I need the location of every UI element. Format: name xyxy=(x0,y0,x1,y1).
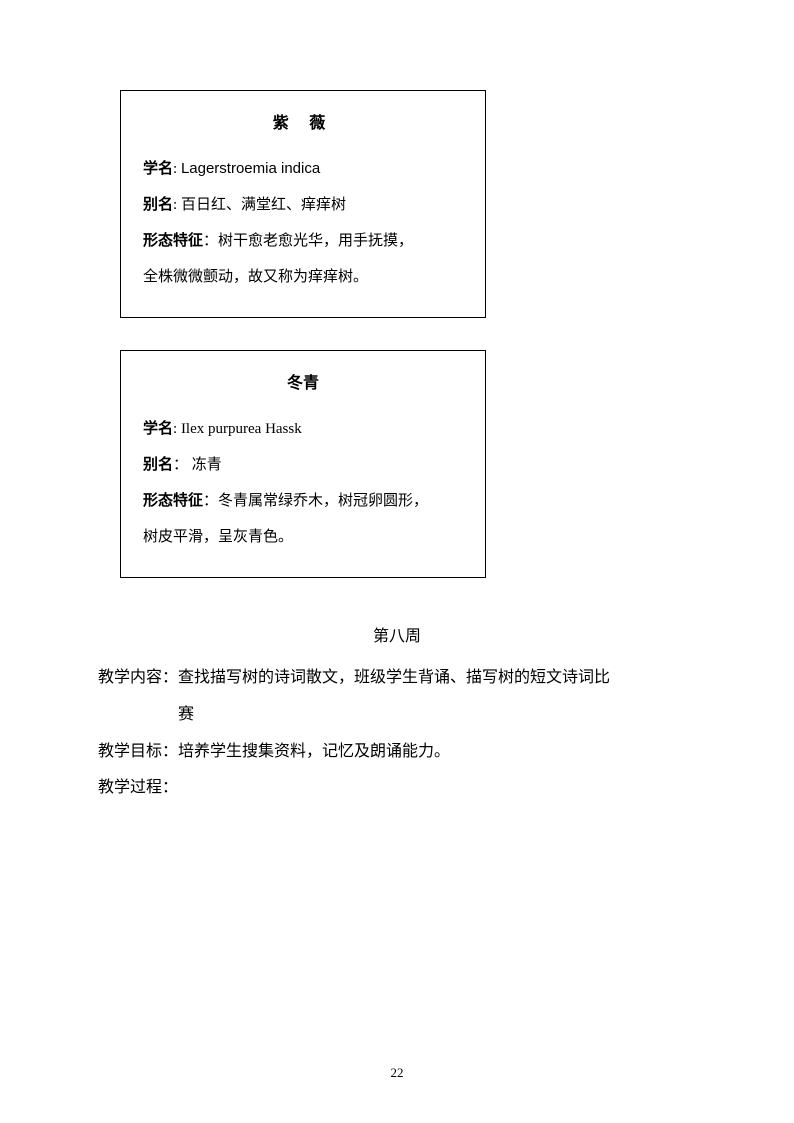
box2-morph-row2: 树皮平滑，呈灰青色。 xyxy=(143,519,463,555)
box1-morph-row2: 全株微微颤动，故又称为痒痒树。 xyxy=(143,259,463,295)
plant-info-box-1: 紫 薇 学名: Lagerstroemia indica 别名: 百日红、满堂红… xyxy=(120,90,486,318)
teaching-goal-value: 培养学生搜集资料，记忆及朗诵能力。 xyxy=(178,743,450,760)
plant-info-box-2: 冬青 学名: Ilex purpurea Hassk 别名： 冻青 形态特征：冬… xyxy=(120,350,486,578)
teaching-goal-label: 教学目标： xyxy=(98,743,178,760)
teaching-content-label: 教学内容： xyxy=(98,669,178,686)
teaching-content-row2: 赛 xyxy=(98,697,696,734)
box1-scientific-row: 学名: Lagerstroemia indica xyxy=(143,151,463,187)
box2-scientific-row: 学名: Ilex purpurea Hassk xyxy=(143,411,463,447)
box1-scientific-label: 学名 xyxy=(143,160,173,177)
box1-title: 紫 薇 xyxy=(143,109,463,133)
box1-morph-label: 形态特征 xyxy=(143,232,203,249)
week-title: 第八周 xyxy=(98,622,696,646)
box1-alias-row: 别名: 百日红、满堂红、痒痒树 xyxy=(143,187,463,223)
box1-morph-line1: 树干愈老愈光华，用手抚摸， xyxy=(218,233,413,249)
box1-alias-value: 百日红、满堂红、痒痒树 xyxy=(181,197,346,213)
box1-morph-row1: 形态特征：树干愈老愈光华，用手抚摸， xyxy=(143,223,463,259)
box1-scientific-name: Lagerstroemia indica xyxy=(181,160,320,177)
box2-morph-row1: 形态特征：冬青属常绿乔木，树冠卵圆形， xyxy=(143,483,463,519)
box2-alias-label: 别名 xyxy=(143,456,173,473)
box1-alias-label: 别名 xyxy=(143,196,173,213)
box2-title: 冬青 xyxy=(143,369,463,393)
box2-morph-label: 形态特征 xyxy=(143,492,203,509)
teaching-process-row: 教学过程： xyxy=(98,770,696,807)
teaching-content-row1: 教学内容：查找描写树的诗词散文，班级学生背诵、描写树的短文诗词比 xyxy=(98,660,696,697)
box2-alias-value: 冻青 xyxy=(192,457,222,473)
box2-scientific-label: 学名 xyxy=(143,420,173,437)
box2-scientific-name: Ilex purpurea Hassk xyxy=(181,421,302,437)
teaching-process-label: 教学过程： xyxy=(98,779,178,796)
page-container: 紫 薇 学名: Lagerstroemia indica 别名: 百日红、满堂红… xyxy=(0,0,794,1123)
page-number: 22 xyxy=(0,1065,794,1081)
teaching-content-line1: 查找描写树的诗词散文，班级学生背诵、描写树的短文诗词比 xyxy=(178,669,610,686)
box2-alias-row: 别名： 冻青 xyxy=(143,447,463,483)
teaching-goal-row: 教学目标：培养学生搜集资料，记忆及朗诵能力。 xyxy=(98,734,696,771)
box2-morph-line1: 冬青属常绿乔木，树冠卵圆形， xyxy=(218,493,428,509)
